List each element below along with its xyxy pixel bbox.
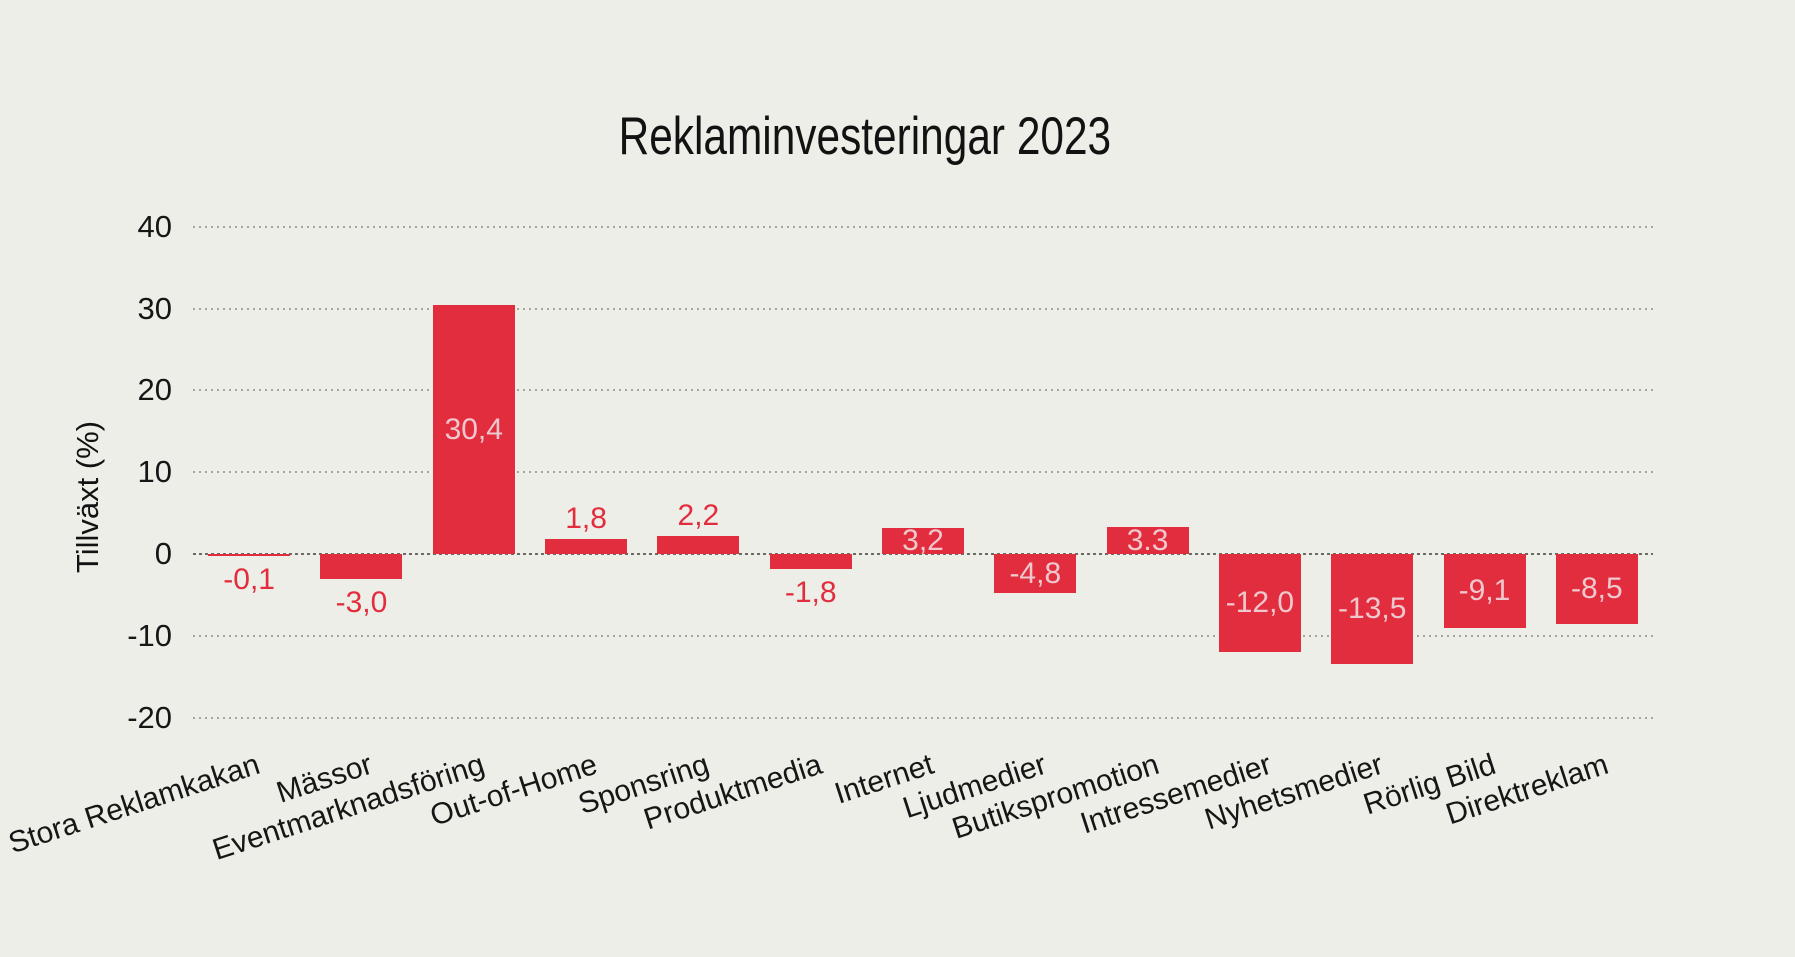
value-label-nyhetsmedier: -13,5 [1338,592,1407,626]
gridline-10 [193,471,1653,474]
value-label-eventmarknadsf-ring: 30,4 [444,412,503,446]
bar-sponsring [657,536,740,554]
value-label-m-ssor: -3,0 [335,585,388,619]
y-tick-0: 0 [154,536,172,571]
value-label-out-of-home: 1,8 [565,502,607,536]
bar-intressemedier [1218,554,1301,653]
y-tick--20: -20 [127,699,172,735]
y-tick-40: 40 [137,208,172,244]
value-label-produktmedia: -1,8 [784,575,837,609]
value-label-ljudmedier: -4,8 [1009,556,1062,590]
bar-produktmedia [769,554,852,569]
bar-stora-reklamkakan [208,554,291,556]
bar-m-ssor [320,554,403,579]
value-label-intressemedier: -12,0 [1225,586,1295,620]
bar-nyhetsmedier [1331,554,1414,665]
gridline--20 [193,716,1653,719]
y-tick-30: 30 [137,290,172,326]
value-label-sponsring: 2,2 [677,499,720,532]
gridline-30 [193,307,1653,310]
bar-ljudmedier [994,554,1077,594]
value-label-internet: 3,2 [902,523,944,557]
y-tick--10: -10 [127,617,172,653]
value-label-stora-reklamkakan: -0,1 [223,562,275,596]
value-label-direktreklam: -8,5 [1570,571,1623,605]
value-label-r-rlig-bild: -9,1 [1458,574,1511,608]
gridline-20 [193,389,1653,392]
bar-r-rlig-bild [1443,554,1526,629]
chart-title: Reklaminvesteringar 2023 [0,108,1730,166]
bar-out-of-home [545,539,628,554]
bar-eventmarknadsf-ring [432,305,515,554]
zero-gridline [193,553,1653,555]
gridline-40 [193,225,1653,228]
gridline--10 [193,634,1653,637]
value-label-butikspromotion: 3.3 [1126,523,1169,557]
bar-direktreklam [1555,554,1638,624]
y-tick-20: 20 [137,372,172,408]
bar-internet [882,527,964,554]
y-tick-10: 10 [137,454,172,490]
bar-butikspromotion [1106,527,1189,554]
chart-title-text: Reklaminvesteringar 2023 [618,107,1112,166]
